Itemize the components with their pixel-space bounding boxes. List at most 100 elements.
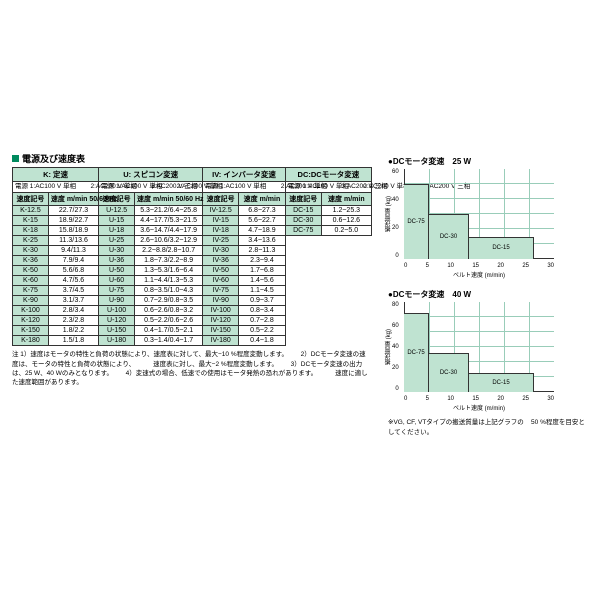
table-cell: 2.3~9.4 xyxy=(239,256,286,266)
col-head: 速度記号 xyxy=(203,193,239,206)
table-cell: IV-120 xyxy=(203,316,239,326)
group-head-dc: DC:DCモータ変速 xyxy=(285,168,371,182)
table-cell: 5.3~21.2/6.4~25.8 xyxy=(135,206,203,216)
table-cell: IV-50 xyxy=(203,266,239,276)
table-cell: 2.6~10.6/3.2~12.9 xyxy=(135,236,203,246)
chart2: 搬送質量 (kg) ベルト速度 (m/min) DC-75DC-30DC-158… xyxy=(404,302,554,392)
chart1-block: ●DCモータ変速 25 W 搬送質量 (kg) ベルト速度 (m/min) DC… xyxy=(388,156,588,259)
table-cell: IV-100 xyxy=(203,306,239,316)
table-cell: 7.9/9.4 xyxy=(48,256,98,266)
power-sub-iv: 電源 1:AC100 V 単相 2:AC200 V 単相 3:AC200 V 三… xyxy=(203,182,286,193)
power-sub-u: 電源 1:AC100 V 単相 2:AC200 V 単相 xyxy=(99,182,203,193)
table-cell: IV-15 xyxy=(203,216,239,226)
table-cell: 3.7/4.5 xyxy=(48,286,98,296)
table-cell: U-60 xyxy=(99,276,135,286)
table-cell: 3.4~13.6 xyxy=(239,236,286,246)
col-head: 速度 m/min 50/60 Hz xyxy=(48,193,98,206)
chart-step: DC-75 xyxy=(404,184,429,259)
col-head: 速度記号 xyxy=(13,193,49,206)
chart1-title: ●DCモータ変速 25 W xyxy=(388,156,588,167)
col-head: 速度記号 xyxy=(285,193,321,206)
group-head-iv: IV: インバータ変速 xyxy=(203,168,286,182)
group-head-u: U: スピコン変速 xyxy=(99,168,203,182)
x-axis-label: ベルト速度 (m/min) xyxy=(453,270,505,279)
table-cell: 1.1~4.5 xyxy=(239,286,286,296)
title-marker-icon xyxy=(12,155,19,162)
table-cell: 0.7~2.9/0.8~3.5 xyxy=(135,296,203,306)
table-cell: 5.6/6.8 xyxy=(48,266,98,276)
chart-step: DC-30 xyxy=(429,353,469,392)
table-cell: K-12.5 xyxy=(13,206,49,216)
table-cell: 0.9~3.7 xyxy=(239,296,286,306)
table-cell: 2.8/3.4 xyxy=(48,306,98,316)
table-cell: U-25 xyxy=(99,236,135,246)
chart1: 搬送質量 (kg) ベルト速度 (m/min) DC-75DC-30DC-156… xyxy=(404,169,554,259)
table-cell: 1.8/2.2 xyxy=(48,326,98,336)
x-axis-label: ベルト速度 (m/min) xyxy=(453,403,505,412)
table-cell: K-60 xyxy=(13,276,49,286)
table-cell: 0.2~5.0 xyxy=(321,226,371,236)
table-cell: 0.5~2.2/0.6~2.6 xyxy=(135,316,203,326)
table-cell: K-120 xyxy=(13,316,49,326)
table-cell: 5.6~22.7 xyxy=(239,216,286,226)
table-cell: 9.4/11.3 xyxy=(48,246,98,256)
table-cell: 0.6~2.6/0.8~3.2 xyxy=(135,306,203,316)
table-cell: K-150 xyxy=(13,326,49,336)
table-cell: 1.7~6.8 xyxy=(239,266,286,276)
chart-step: DC-75 xyxy=(404,313,429,392)
table-cell: DC-15 xyxy=(285,206,321,216)
chart-step: DC-15 xyxy=(469,373,534,392)
table-cell: U-180 xyxy=(99,336,135,346)
table-cell: 2.2~8.8/2.8~10.7 xyxy=(135,246,203,256)
table-cell: K-50 xyxy=(13,266,49,276)
table-cell: 18.9/22.7 xyxy=(48,216,98,226)
table-cell: 0.4~1.7/0.5~2.1 xyxy=(135,326,203,336)
group-head-k: K: 定速 xyxy=(13,168,99,182)
table-cell: IV-90 xyxy=(203,296,239,306)
table-cell: 1.2~25.3 xyxy=(321,206,371,216)
table-cell: IV-180 xyxy=(203,336,239,346)
table-cell: IV-150 xyxy=(203,326,239,336)
table-cell: U-30 xyxy=(99,246,135,256)
table-cell: 1.4~5.6 xyxy=(239,276,286,286)
table-cell: U-36 xyxy=(99,256,135,266)
table-cell: 4.7/5.6 xyxy=(48,276,98,286)
col-head: 速度記号 xyxy=(99,193,135,206)
table-cell: K-75 xyxy=(13,286,49,296)
chart-step: DC-15 xyxy=(469,237,534,260)
table-cell: K-100 xyxy=(13,306,49,316)
table-cell: 11.3/13.6 xyxy=(48,236,98,246)
power-sub-dc: 電源 1:AC100 V 単相 2:AC200 V 単相 3:AC200 V 三… xyxy=(285,182,371,193)
col-head: 速度 m/min xyxy=(239,193,286,206)
table-cell: K-90 xyxy=(13,296,49,306)
table-cell: 1.3~5.3/1.6~6.4 xyxy=(135,266,203,276)
table-cell: IV-18 xyxy=(203,226,239,236)
table-cell: K-36 xyxy=(13,256,49,266)
col-head: 速度 m/min xyxy=(321,193,371,206)
title-text: 電源及び速度表 xyxy=(22,152,85,165)
notes: 注 1）速度はモータの特性と負荷の状態により、速度表に対して、最大−10 %程度… xyxy=(12,350,372,386)
table-cell: 1.5/1.8 xyxy=(48,336,98,346)
table-cell: U-150 xyxy=(99,326,135,336)
table-cell: U-18 xyxy=(99,226,135,236)
table-cell: U-75 xyxy=(99,286,135,296)
table-cell: K-180 xyxy=(13,336,49,346)
table-cell: IV-75 xyxy=(203,286,239,296)
speed-table: K: 定速 U: スピコン変速 IV: インバータ変速 DC:DCモータ変速 電… xyxy=(12,167,372,346)
table-cell: 4.4~17.7/5.3~21.5 xyxy=(135,216,203,226)
table-cell: 2.8~11.3 xyxy=(239,246,286,256)
table-cell: U-12.5 xyxy=(99,206,135,216)
table-cell: U-120 xyxy=(99,316,135,326)
table-cell: 1.1~4.4/1.3~5.3 xyxy=(135,276,203,286)
table-cell: IV-30 xyxy=(203,246,239,256)
table-cell: U-90 xyxy=(99,296,135,306)
table-cell: K-30 xyxy=(13,246,49,256)
table-cell: 3.1/3.7 xyxy=(48,296,98,306)
table-cell: 0.3~1.4/0.4~1.7 xyxy=(135,336,203,346)
table-cell: 0.7~2.8 xyxy=(239,316,286,326)
table-cell: U-15 xyxy=(99,216,135,226)
table-cell: 0.8~3.4 xyxy=(239,306,286,316)
table-cell: IV-12.5 xyxy=(203,206,239,216)
table-cell: IV-36 xyxy=(203,256,239,266)
table-cell: 1.8~7.3/2.2~8.9 xyxy=(135,256,203,266)
